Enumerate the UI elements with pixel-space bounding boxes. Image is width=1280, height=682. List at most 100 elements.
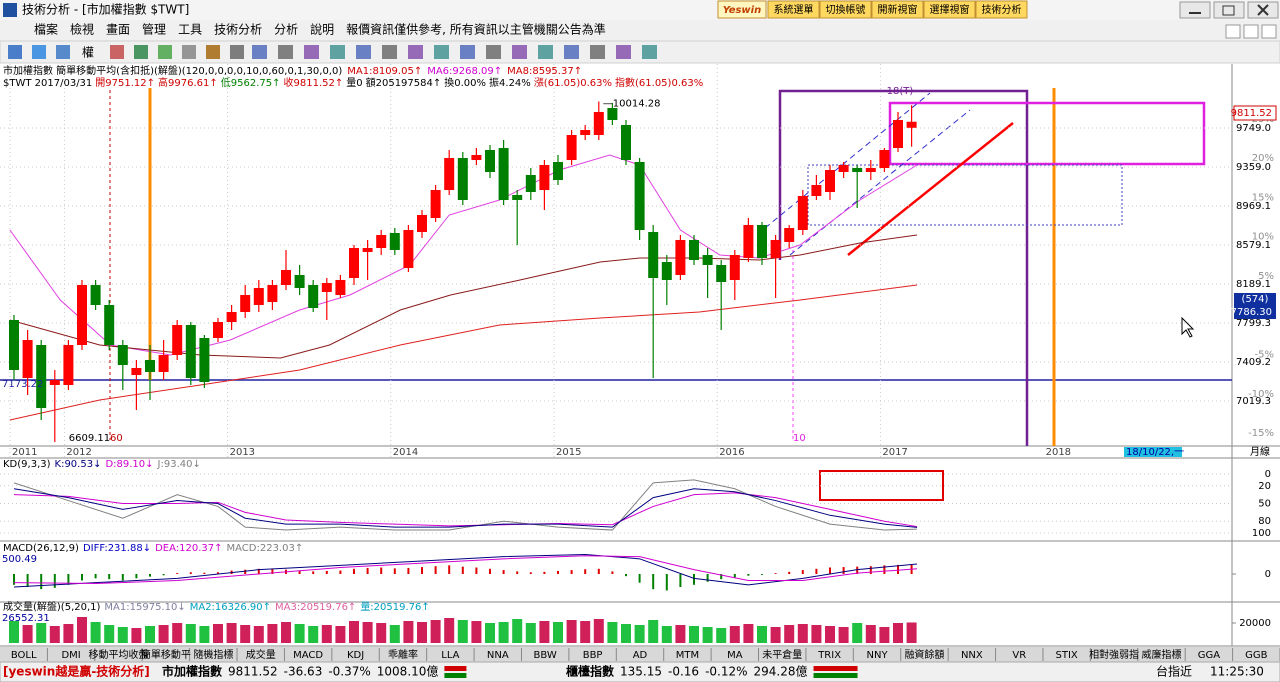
tab[interactable]: 未平倉量 [762,648,802,661]
tab[interactable]: NNX [961,650,983,661]
tool-icon[interactable] [8,45,22,59]
tab[interactable]: 威廉指標 [1141,648,1181,661]
tool-icon[interactable] [278,45,293,59]
tab[interactable]: GGA [1198,650,1220,661]
title-button-label[interactable]: 選擇視窗 [930,3,970,16]
x-tick-label: 2014 [393,447,418,458]
tab[interactable]: 簡單移動平 [141,648,191,661]
tool-icon[interactable] [56,45,70,59]
tab[interactable]: 隨機指標 [193,648,233,661]
volume-bar [539,621,550,643]
logo: Yeswin [723,5,761,16]
menu-item[interactable]: 畫面 [106,22,130,37]
tool-icon[interactable] [512,45,527,59]
tab[interactable]: NNY [866,650,888,661]
candle-body [253,288,264,305]
subheader-item: 指數(61.05)0.63% [615,76,703,89]
tool-icon[interactable] [642,45,657,59]
title-button[interactable] [871,0,924,19]
header-item: MA1:8109.05↑ [347,66,422,77]
tab[interactable]: STIX [1056,650,1078,661]
tool-icon[interactable] [434,45,449,59]
candle-body [335,280,346,295]
title-button-label[interactable]: 開新視窗 [878,3,918,16]
title-button-label[interactable]: 切換帳號 [826,3,866,16]
menu-item[interactable]: 報價資訊僅供參考, 所有資訊以主管機關公告為準 [346,22,606,37]
tool-icon[interactable] [408,45,423,59]
candle-body [117,345,128,365]
child-max[interactable] [1243,24,1259,39]
maximize[interactable] [1213,1,1245,19]
tool-icon[interactable] [382,45,397,59]
tab[interactable]: 相對強弱指 [1089,648,1139,661]
candle-body [485,150,495,172]
candle-body [689,240,699,260]
tool-icon[interactable] [158,45,172,59]
tool-icon[interactable] [486,45,501,59]
menu-item[interactable]: 技術分析 [214,23,262,37]
tab[interactable]: LLA [441,650,459,661]
candle-body [906,121,917,128]
tool-icon[interactable] [330,45,345,59]
tool-icon[interactable] [564,45,579,59]
minimize[interactable] [1179,1,1211,19]
menu-item[interactable]: 管理 [142,22,166,37]
candle-body [172,325,183,355]
tool-icon[interactable] [304,45,319,59]
tab[interactable]: BBW [534,650,557,661]
volume-bar [566,620,577,643]
tool-icon[interactable] [616,45,631,59]
tab[interactable]: 移動平均收盤 [89,648,149,661]
tool-icon[interactable] [206,45,220,59]
title-button-label[interactable]: 系統選單 [774,3,814,16]
menu-item[interactable]: 說明 [310,22,334,37]
title-button[interactable] [975,0,1028,19]
panel-legend: J:93.40↓ [157,459,201,470]
tab[interactable]: MACD [293,650,323,661]
menu-item[interactable]: 分析 [274,23,298,37]
window-controls[interactable] [1179,1,1279,39]
child-min[interactable] [1225,24,1241,39]
toolbar-label: 權 [82,46,94,60]
tab[interactable]: KDJ [347,650,364,661]
tool-icon[interactable] [538,45,553,59]
tab[interactable]: AD [633,650,648,661]
tab[interactable]: BBP [583,650,603,661]
menu-item[interactable]: 檔案 [34,22,58,37]
title-button[interactable] [923,0,976,19]
candle-body [145,360,155,372]
candle-body [389,233,400,250]
tab[interactable]: DMI [61,650,80,661]
title-button[interactable] [819,0,872,19]
tab[interactable]: MTM [676,650,699,661]
tool-icon[interactable] [110,45,124,59]
tool-icon[interactable] [32,45,46,59]
tool-icon[interactable] [230,45,244,59]
scale-label: 500.49 [2,554,37,565]
menu-item[interactable]: 工具 [178,23,202,37]
tab[interactable]: 融資餘額 [904,648,944,661]
tool-icon[interactable] [590,45,605,59]
tab[interactable]: VR [1012,650,1026,661]
tool-icon[interactable] [356,45,371,59]
tab[interactable]: GGB [1245,650,1267,661]
candle-body [240,295,251,312]
tool-icon[interactable] [460,45,475,59]
tab[interactable]: 乖離率 [388,648,418,661]
tool-icon[interactable] [182,45,196,59]
y2-tick-label: 10% [1252,232,1274,243]
tab[interactable]: TRIX [817,650,841,661]
volume-bar [321,625,332,643]
title-button[interactable] [767,0,820,19]
title-button-label[interactable]: 技術分析 [982,3,1022,16]
tab[interactable]: NNA [487,650,509,661]
tab[interactable]: 成交量 [246,648,276,661]
volume-bar [634,625,645,643]
candle-body [675,240,686,275]
tool-icon[interactable] [134,45,148,59]
menu-item[interactable]: 檢視 [70,22,94,37]
tool-icon[interactable] [252,45,267,59]
child-close[interactable] [1261,24,1277,39]
tab[interactable]: BOLL [11,650,37,661]
tab[interactable]: MA [727,650,743,661]
